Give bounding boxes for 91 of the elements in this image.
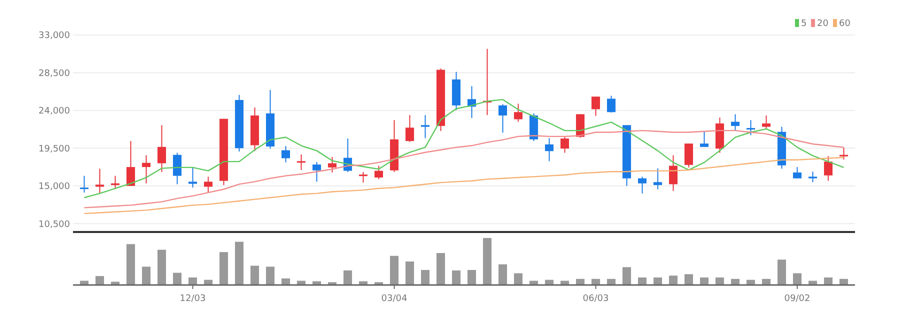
candlestick <box>172 152 182 185</box>
bar <box>405 262 414 285</box>
candlestick <box>824 156 833 182</box>
bar <box>762 278 771 285</box>
bar <box>452 270 461 285</box>
candlestick <box>808 171 818 183</box>
candlestick <box>762 114 771 129</box>
bar <box>188 277 198 285</box>
bar <box>606 278 616 285</box>
bar <box>591 278 600 285</box>
x-tick-label: 09/02 <box>784 294 810 304</box>
bar <box>420 270 430 285</box>
bar <box>266 266 275 285</box>
bar <box>684 274 694 285</box>
line-series <box>84 98 844 198</box>
candlestick <box>560 136 570 154</box>
legend-label: 60 <box>839 19 851 30</box>
legend-label: 20 <box>817 19 829 30</box>
y-tick-label: 24,000 <box>38 106 70 117</box>
bar <box>436 253 446 285</box>
candlestick <box>498 104 508 134</box>
candlestick <box>638 176 647 194</box>
candlestick <box>374 165 384 180</box>
bar <box>95 276 104 285</box>
candlestick <box>684 143 694 168</box>
bar <box>110 282 120 285</box>
candlestick <box>514 103 523 122</box>
bar <box>668 276 678 285</box>
bar <box>824 277 833 285</box>
bar <box>793 273 802 285</box>
candlestick <box>80 175 88 194</box>
candlestick <box>281 146 290 163</box>
bar <box>638 277 647 285</box>
candlestick <box>653 168 662 190</box>
bar <box>343 270 352 285</box>
bar <box>234 242 244 285</box>
bar <box>482 238 492 285</box>
candlestick <box>420 114 430 139</box>
bar <box>172 272 182 285</box>
bar <box>142 266 150 285</box>
candlestick <box>544 138 554 162</box>
x-tick-label: 06/03 <box>582 294 609 304</box>
candlestick <box>157 124 166 173</box>
bar <box>514 273 523 285</box>
candlestick <box>188 166 198 188</box>
candlestick <box>793 166 802 179</box>
bar <box>777 260 786 285</box>
y-tick-label: 10,500 <box>38 220 70 230</box>
candlestick <box>142 154 150 184</box>
bar <box>498 264 508 285</box>
bar <box>622 267 632 285</box>
bar <box>250 266 260 285</box>
candlestick <box>296 154 306 170</box>
bar <box>157 250 166 285</box>
candlestick <box>328 156 337 173</box>
candlestick <box>312 162 322 182</box>
candlestick <box>576 114 585 138</box>
bar <box>358 281 368 285</box>
candlestick <box>405 114 414 142</box>
candlestick <box>700 130 709 148</box>
y-tick-label: 19,500 <box>38 144 70 154</box>
bar <box>281 278 290 285</box>
bar <box>653 277 662 285</box>
candlestick <box>95 168 104 194</box>
line-series <box>84 130 844 208</box>
y-tick-label: 28,500 <box>38 68 70 79</box>
bar <box>467 270 476 285</box>
legend-label: 5 <box>801 19 807 30</box>
bar <box>390 256 399 285</box>
bar <box>312 281 322 285</box>
y-tick-label: 15,000 <box>38 182 70 192</box>
bar <box>700 277 709 285</box>
bar <box>126 244 135 285</box>
candlestick <box>746 120 756 136</box>
y-tick-label: 33,000 <box>38 31 70 42</box>
candlestick <box>529 112 538 142</box>
candlestick <box>591 96 600 116</box>
bar <box>715 277 724 285</box>
candlestick <box>358 172 368 184</box>
bar <box>730 278 740 285</box>
bar <box>219 252 228 285</box>
candlestick <box>840 147 848 160</box>
candlestick <box>204 176 213 194</box>
bar <box>840 278 848 285</box>
bar <box>576 278 585 285</box>
candlestick <box>668 154 678 192</box>
x-tick-label: 03/04 <box>381 294 408 304</box>
candlestick <box>730 114 740 132</box>
candlestick <box>606 95 616 114</box>
x-tick-label: 12/03 <box>180 294 206 304</box>
candlestick <box>126 140 135 186</box>
